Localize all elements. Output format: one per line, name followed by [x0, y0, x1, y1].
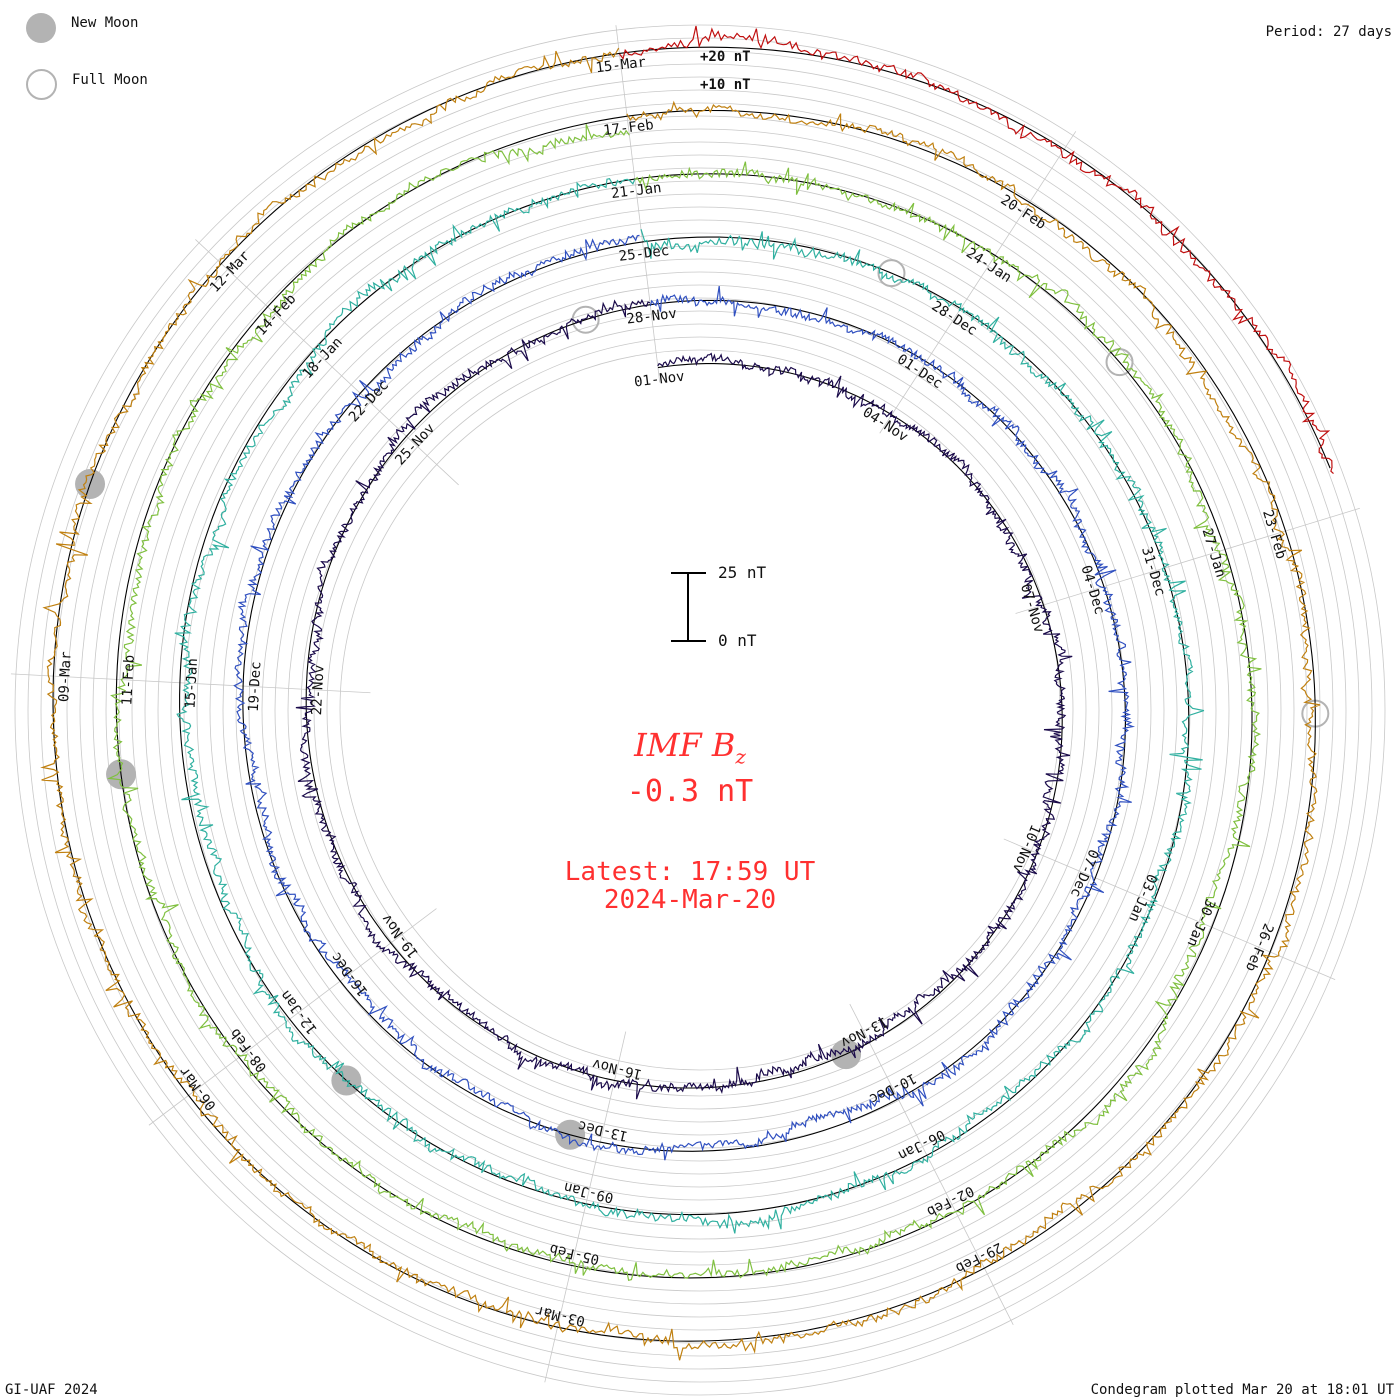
date-labels: 01-Nov04-Nov07-Nov10-Nov13-Nov16-Nov19-N…	[56, 54, 1289, 1329]
full-moon-marker	[877, 259, 906, 288]
radial-spoke	[1015, 507, 1360, 614]
new-moon-label: New Moon	[71, 15, 139, 31]
radial-spokes	[10, 25, 1360, 1383]
grid-ring	[79, 89, 1321, 1331]
footer-credit: GI-UAF 2024	[5, 1382, 98, 1398]
legend-new-moon: New Moon	[26, 13, 138, 43]
radial-spoke	[195, 239, 459, 486]
grid-ring	[53, 63, 1347, 1357]
footer-plotted: Condegram plotted Mar 20 at 18:01 UT	[1090, 1382, 1394, 1398]
date-label: 09-Mar	[56, 651, 75, 702]
date-label: 25-Dec	[618, 243, 670, 265]
quantity-title: IMF Bz	[500, 726, 880, 768]
scale-bottom-label: 0 nT	[718, 631, 757, 650]
grid-ring	[66, 76, 1334, 1344]
quantity-name: IMF B	[634, 726, 736, 764]
date-label: 13-Dec	[576, 1117, 629, 1144]
date-label: 03-Mar	[534, 1302, 587, 1329]
grid-ring	[222, 232, 1178, 1188]
date-label: 03-Jan	[1125, 871, 1159, 924]
grid-ring	[157, 167, 1243, 1253]
radial-spoke	[148, 908, 437, 1126]
quantity-subscript: z	[735, 744, 746, 769]
grid-ring	[131, 141, 1269, 1279]
radial-spoke	[1003, 838, 1336, 980]
new-moon-icon	[26, 13, 56, 43]
date-label: 01-Nov	[633, 369, 685, 391]
latest-block: Latest: 17:59 UT 2024-Mar-20	[500, 858, 880, 914]
ring-scale-labels: +20 nT +10 nT	[700, 49, 751, 93]
grid-ring	[313, 323, 1087, 1097]
date-label: 26-Feb	[1242, 921, 1276, 974]
ring-scale-label: +20 nT	[700, 49, 751, 65]
date-label: 27-Jan	[1198, 527, 1228, 580]
grid-ring	[40, 50, 1360, 1370]
grid-ring	[170, 180, 1230, 1240]
date-label: 17-Feb	[602, 117, 654, 139]
grid-ring	[209, 219, 1191, 1201]
bz-series-rotation-5	[40, 47, 1321, 1361]
date-label: 21-Jan	[610, 180, 662, 202]
zero-baseline-spiral	[52, 46, 1331, 1342]
bz-series	[40, 25, 1334, 1361]
date-label: 04-Dec	[1077, 564, 1107, 617]
period-label: Period: 27 days	[1265, 24, 1392, 40]
grid-ring	[118, 128, 1282, 1292]
grid-ring	[144, 154, 1256, 1266]
bz-series-rotation-6	[619, 25, 1334, 475]
ring-scale-label: +10 nT	[700, 77, 751, 93]
date-label: 09-Jan	[562, 1179, 615, 1206]
grid-ring	[92, 102, 1308, 1318]
current-value: -0.3 nT	[626, 774, 754, 809]
date-label: 11-Feb	[119, 654, 138, 705]
grid-ring	[339, 349, 1061, 1071]
grid-ring	[27, 37, 1373, 1383]
full-moon-icon	[26, 69, 57, 100]
grid-ring	[261, 271, 1139, 1149]
date-label: 15-Jan	[182, 658, 201, 709]
bz-series-rotation-3	[174, 178, 1205, 1234]
bz-series-rotation-2	[233, 234, 1136, 1161]
date-label: 19-Dec	[246, 661, 265, 712]
grid-ring	[287, 297, 1113, 1123]
latest-date: 2024-Mar-20	[603, 885, 777, 915]
full-moon-label: Full Moon	[72, 71, 148, 88]
date-label: 28-Nov	[626, 306, 678, 328]
latest-time: Latest: 17:59 UT	[564, 857, 816, 887]
scale-top-label: 25 nT	[718, 563, 767, 582]
grid-ring	[105, 115, 1295, 1305]
grid-ring	[326, 336, 1074, 1084]
bz-series-rotation-1	[295, 298, 1073, 1100]
legend-full-moon: Full Moon	[26, 69, 148, 100]
radial-spoke	[615, 25, 661, 383]
radial-spoke	[879, 131, 1077, 434]
bz-series-rotation-4	[107, 124, 1262, 1282]
radial-spoke	[849, 1003, 1014, 1325]
radial-spoke	[544, 1031, 627, 1383]
scale-bar	[671, 572, 706, 642]
date-label: 15-Mar	[595, 54, 647, 76]
grid-ring	[274, 284, 1126, 1136]
date-label: 16-Nov	[591, 1055, 644, 1082]
grid-ring	[300, 310, 1100, 1110]
grid-ring	[235, 245, 1165, 1175]
grid-ring	[196, 206, 1204, 1214]
ring-grid	[14, 24, 1386, 1396]
date-label: 22-Nov	[309, 664, 328, 715]
grid-ring	[248, 258, 1152, 1162]
grid-ring	[14, 24, 1386, 1396]
